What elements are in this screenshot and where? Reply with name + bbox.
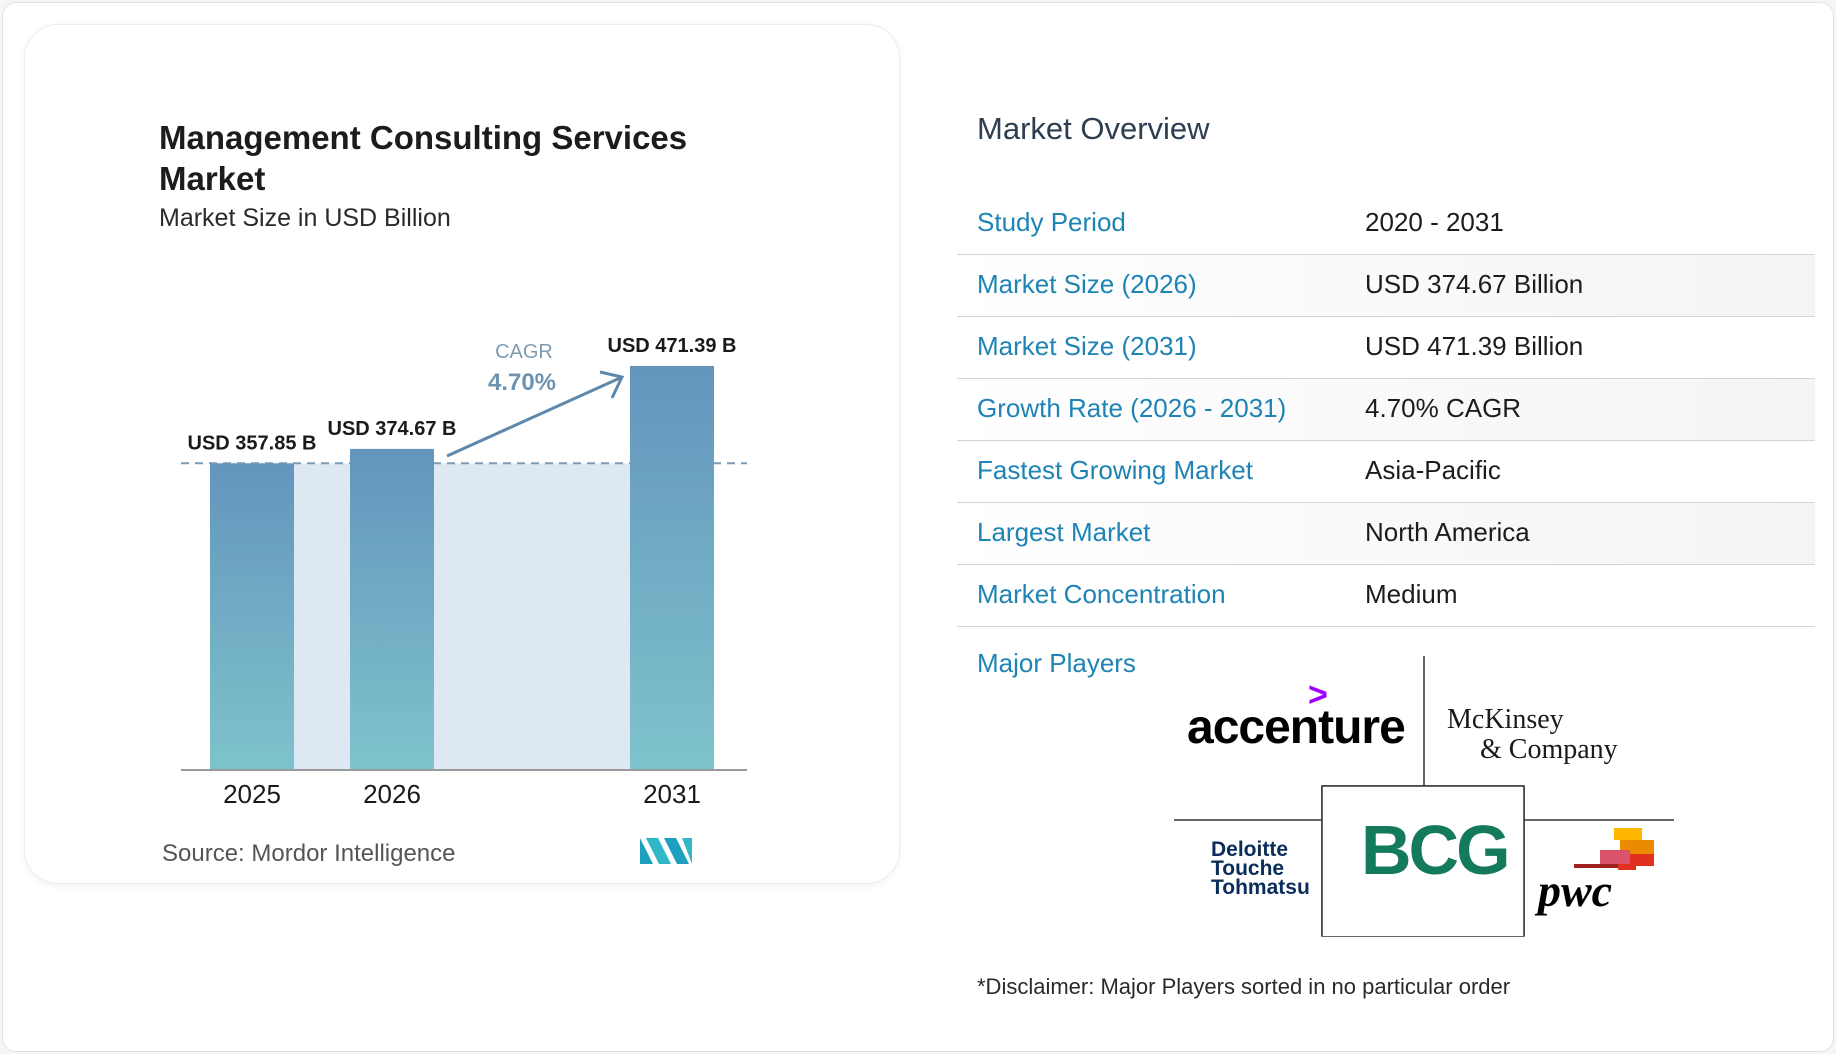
bar-2026 <box>350 448 434 770</box>
source-name: Mordor Intelligence <box>251 840 456 867</box>
pwc-logo: pwc <box>1538 865 1613 916</box>
mckinsey-logo-line1: McKinsey <box>1447 704 1564 735</box>
source-label: Source: <box>162 840 245 867</box>
x-tick-label-2031: 2031 <box>643 779 701 809</box>
row-value: 2020 - 2031 <box>1365 207 1504 237</box>
row-value: USD 471.39 Billion <box>1365 331 1584 361</box>
row-value: Medium <box>1365 579 1458 609</box>
cagr-label: CAGR <box>495 341 553 363</box>
row-label: Study Period <box>977 207 1126 237</box>
row-label: Market Size (2026) <box>977 269 1197 299</box>
table-row: Market Size (2031) USD 471.39 Billion <box>957 317 1815 379</box>
x-tick-label-2025: 2025 <box>223 779 281 809</box>
table-row: Market Concentration Medium <box>957 565 1815 627</box>
bar-2025 <box>210 463 294 770</box>
value-label-2031: USD 471.39 B <box>608 335 737 357</box>
major-players-title: Major Players <box>977 648 1136 678</box>
row-value: USD 374.67 Billion <box>1365 269 1584 299</box>
row-label: Growth Rate (2026 - 2031) <box>977 393 1287 423</box>
value-label-2025: USD 357.85 B <box>188 432 317 454</box>
cagr-arrow-head <box>599 370 625 399</box>
overview-title: Market Overview <box>977 111 1210 146</box>
table-row: Growth Rate (2026 - 2031) 4.70% CAGR <box>957 379 1815 441</box>
x-tick-label-2026: 2026 <box>363 779 421 809</box>
bar-chart: USD 357.85 B 2025 USD 374.67 B 2026 USD 471.… <box>181 335 747 809</box>
cagr-value: 4.70% <box>488 369 556 396</box>
overview-table: Study Period 2020 - 2031 Market Size (20… <box>957 193 1815 627</box>
disclaimer: *Disclaimer: Major Players sorted in no … <box>977 974 1511 999</box>
deloitte-logo: Deloitte Touche Tohmatsu <box>1211 838 1310 899</box>
bar-2031 <box>630 366 714 770</box>
row-label: Largest Market <box>977 517 1151 547</box>
cagr-arrow-line <box>446 376 621 458</box>
row-label: Market Size (2031) <box>977 331 1197 361</box>
row-value: Asia-Pacific <box>1365 455 1501 485</box>
chart-subtitle: Market Size in USD Billion <box>159 204 451 232</box>
table-row: Study Period 2020 - 2031 <box>957 193 1815 255</box>
chart-title: Management Consulting Services Market <box>159 119 688 197</box>
table-row: Largest Market North America <box>957 503 1815 565</box>
accenture-mark-icon: > <box>1308 676 1328 714</box>
table-row: Market Size (2026) USD 374.67 Billion <box>957 255 1815 317</box>
mckinsey-logo-line2: & Company <box>1480 734 1618 765</box>
row-value: 4.70% CAGR <box>1365 393 1522 423</box>
value-label-2026: USD 374.67 B <box>328 418 457 440</box>
row-value: North America <box>1365 517 1530 547</box>
table-row: Fastest Growing Market Asia-Pacific <box>957 441 1815 503</box>
mordor-intelligence-logo <box>640 838 692 864</box>
source-note: Source: Mordor Intelligence <box>162 840 456 868</box>
row-label: Market Concentration <box>977 579 1226 609</box>
bcg-logo: BCG <box>1361 811 1511 889</box>
accenture-logo: accenture <box>1187 701 1406 754</box>
row-label: Fastest Growing Market <box>977 455 1253 485</box>
